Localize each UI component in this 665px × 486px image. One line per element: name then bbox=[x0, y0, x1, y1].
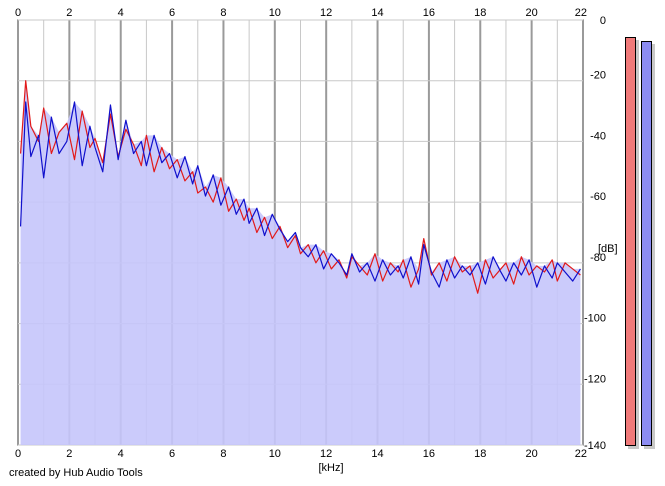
series-lines bbox=[19, 80, 581, 294]
x-tick-label: 12 bbox=[320, 448, 332, 460]
x-tick-label: 12 bbox=[320, 7, 332, 19]
x-tick-label: 2 bbox=[66, 448, 72, 460]
x-tick-label: 16 bbox=[423, 7, 435, 19]
spectrum-fill bbox=[20, 80, 581, 445]
y-tick-label: -140 bbox=[584, 440, 606, 452]
y-tick-label: 0 bbox=[600, 15, 606, 27]
x-tick-label: 22 bbox=[575, 448, 587, 460]
x-tick-label: 14 bbox=[371, 448, 383, 460]
x-tick-label: 10 bbox=[269, 448, 281, 460]
x-tick-label: 8 bbox=[220, 448, 226, 460]
x-tick-label: 20 bbox=[526, 7, 538, 19]
level-meter-left bbox=[625, 37, 636, 446]
x-tick-label: 14 bbox=[371, 7, 383, 19]
y-tick-label: -40 bbox=[590, 130, 606, 142]
x-tick-label: 18 bbox=[474, 448, 486, 460]
x-tick-label: 16 bbox=[423, 448, 435, 460]
y-tick-label: -20 bbox=[590, 70, 606, 82]
x-tick-label: 4 bbox=[118, 448, 124, 460]
level-meter-right bbox=[641, 41, 652, 446]
x-tick-labels-bottom: 0 2 4 6 8 10 12 14 16 18 20 22 bbox=[15, 448, 587, 460]
credit-text: created by Hub Audio Tools bbox=[9, 467, 143, 479]
x-tick-labels-top: 0 2 4 6 8 10 12 14 16 18 20 22 bbox=[15, 7, 587, 19]
x-tick-label: 0 bbox=[15, 448, 21, 460]
series-line-red bbox=[19, 80, 581, 294]
y-tick-label: -60 bbox=[590, 191, 606, 203]
y-tick-label: -120 bbox=[584, 373, 606, 385]
x-tick-label: 4 bbox=[118, 7, 124, 19]
x-tick-label: 2 bbox=[66, 7, 72, 19]
y-tick-label: -80 bbox=[590, 252, 606, 264]
x-tick-label: 0 bbox=[15, 7, 21, 19]
y-tick-labels: 0 -20 -40 -60 -80 -100 -120 -140 bbox=[584, 15, 606, 452]
x-tick-label: 6 bbox=[169, 7, 175, 19]
x-tick-label: 10 bbox=[269, 7, 281, 19]
x-axis-label: [kHz] bbox=[318, 462, 343, 474]
x-tick-label: 6 bbox=[169, 448, 175, 460]
series-line-blue bbox=[19, 101, 581, 288]
x-tick-label: 8 bbox=[220, 7, 226, 19]
x-tick-label: 18 bbox=[474, 7, 486, 19]
y-tick-label: -100 bbox=[584, 313, 606, 325]
y-axis-label: [dB] bbox=[598, 243, 618, 255]
x-tick-label: 20 bbox=[526, 448, 538, 460]
x-tick-label: 22 bbox=[575, 7, 587, 19]
